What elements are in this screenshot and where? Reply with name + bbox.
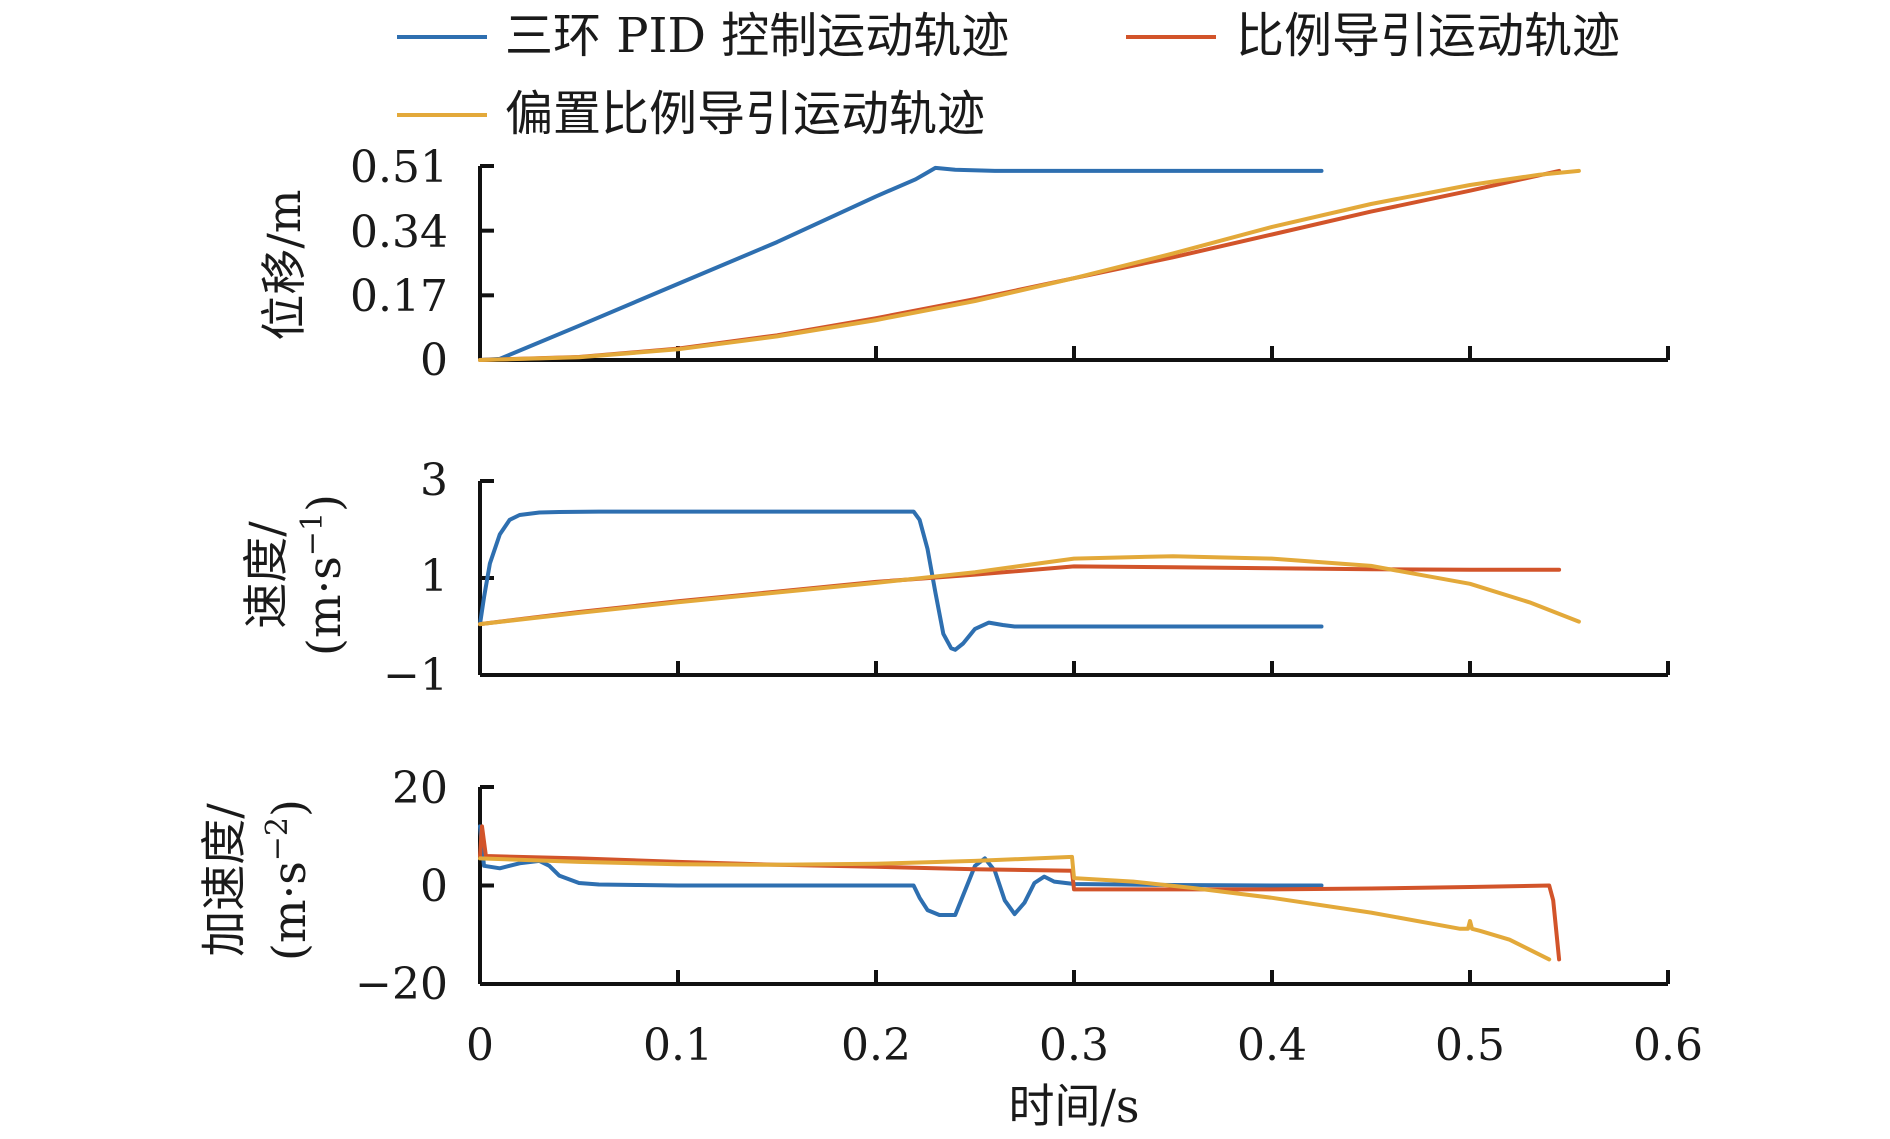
series-line-bpn — [478, 168, 1581, 362]
ylabel-velocity-unit: (m·s — [297, 556, 351, 656]
ytick-label: 0.51 — [350, 142, 448, 193]
ylabel-acceleration: 加速度/ (m·s−2) — [197, 799, 316, 961]
legend-label-pn: 比例导引运动轨迹 — [1236, 8, 1620, 64]
ytick-label: 3 — [420, 455, 448, 506]
ylabel-velocity-line1: 速度/ — [239, 521, 293, 629]
ylabel-velocity-end: ) — [297, 494, 351, 512]
ytick-label: −1 — [383, 650, 448, 701]
ytick-labels-displacement: 0 0.17 0.34 0.51 — [350, 142, 448, 386]
xlabel: 时间/s — [1008, 1079, 1139, 1133]
series-line-pid — [478, 165, 1324, 362]
ytick-labels-acceleration: −20 0 20 — [355, 763, 448, 1010]
ylabel-velocity-line2: (m·s−1) — [295, 494, 351, 656]
ylabel-acceleration-unit: (m·s — [262, 861, 316, 961]
xtick-label: 0 — [466, 1020, 494, 1071]
plot-area-velocity — [478, 479, 1670, 677]
xtick-label: 0.1 — [643, 1020, 713, 1071]
ylabel-velocity-sup: −1 — [295, 512, 330, 556]
legend-label-bpn: 偏置比例导引运动轨迹 — [505, 86, 985, 142]
series-line-bpn — [478, 554, 1581, 627]
ytick-labels-velocity: −1 1 3 — [383, 455, 448, 701]
ytick-label: 0 — [420, 861, 448, 912]
ytick-label: −20 — [355, 959, 448, 1010]
xtick-label: 0.2 — [841, 1020, 911, 1071]
xtick-labels: 0 0.1 0.2 0.3 0.4 0.5 0.6 — [466, 1020, 1703, 1071]
ylabel-displacement: 位移/m — [257, 189, 311, 340]
ytick-label: 20 — [392, 763, 448, 814]
ylabel-acceleration-end: ) — [262, 799, 316, 817]
ytick-label: 1 — [420, 551, 448, 602]
series-line-pid — [478, 509, 1324, 652]
ytick-label: 0 — [420, 335, 448, 386]
plot-area-displacement — [478, 164, 1670, 362]
ylabel-velocity: 速度/ (m·s−1) — [239, 494, 351, 656]
series-line-pn — [478, 824, 1562, 962]
series-line-pn — [478, 564, 1562, 627]
panel-displacement: 位移/m 0 0.17 0.34 0.51 — [257, 142, 1670, 386]
plot-area-acceleration — [478, 785, 1670, 986]
xtick-label: 0.5 — [1435, 1020, 1505, 1071]
xtick-label: 0.6 — [1633, 1020, 1703, 1071]
series-line-bpn — [478, 854, 1552, 962]
legend-item-pn: 比例导引运动轨迹 — [1126, 8, 1620, 64]
legend-item-pid: 三环 PID 控制运动轨迹 — [397, 8, 1009, 64]
ylabel-acceleration-sup: −2 — [260, 817, 295, 861]
ytick-label: 0.34 — [350, 207, 448, 258]
legend-label-pid: 三环 PID 控制运动轨迹 — [505, 8, 1009, 64]
legend-item-bpn: 偏置比例导引运动轨迹 — [397, 86, 985, 142]
series-line-pid — [478, 824, 1324, 917]
legend: 三环 PID 控制运动轨迹 比例导引运动轨迹 偏置比例导引运动轨迹 — [397, 8, 1620, 142]
ylabel-acceleration-line2: (m·s−2) — [260, 799, 316, 961]
ylabel-acceleration-line1: 加速度/ — [197, 803, 251, 957]
xtick-label: 0.4 — [1237, 1020, 1307, 1071]
ytick-label: 0.17 — [350, 271, 448, 322]
xtick-label: 0.3 — [1039, 1020, 1109, 1071]
panel-velocity: 速度/ (m·s−1) −1 1 3 — [239, 455, 1670, 701]
panel-acceleration: 加速度/ (m·s−2) −20 0 20 0 0.1 0.2 0.3 0.4 … — [197, 763, 1703, 1133]
